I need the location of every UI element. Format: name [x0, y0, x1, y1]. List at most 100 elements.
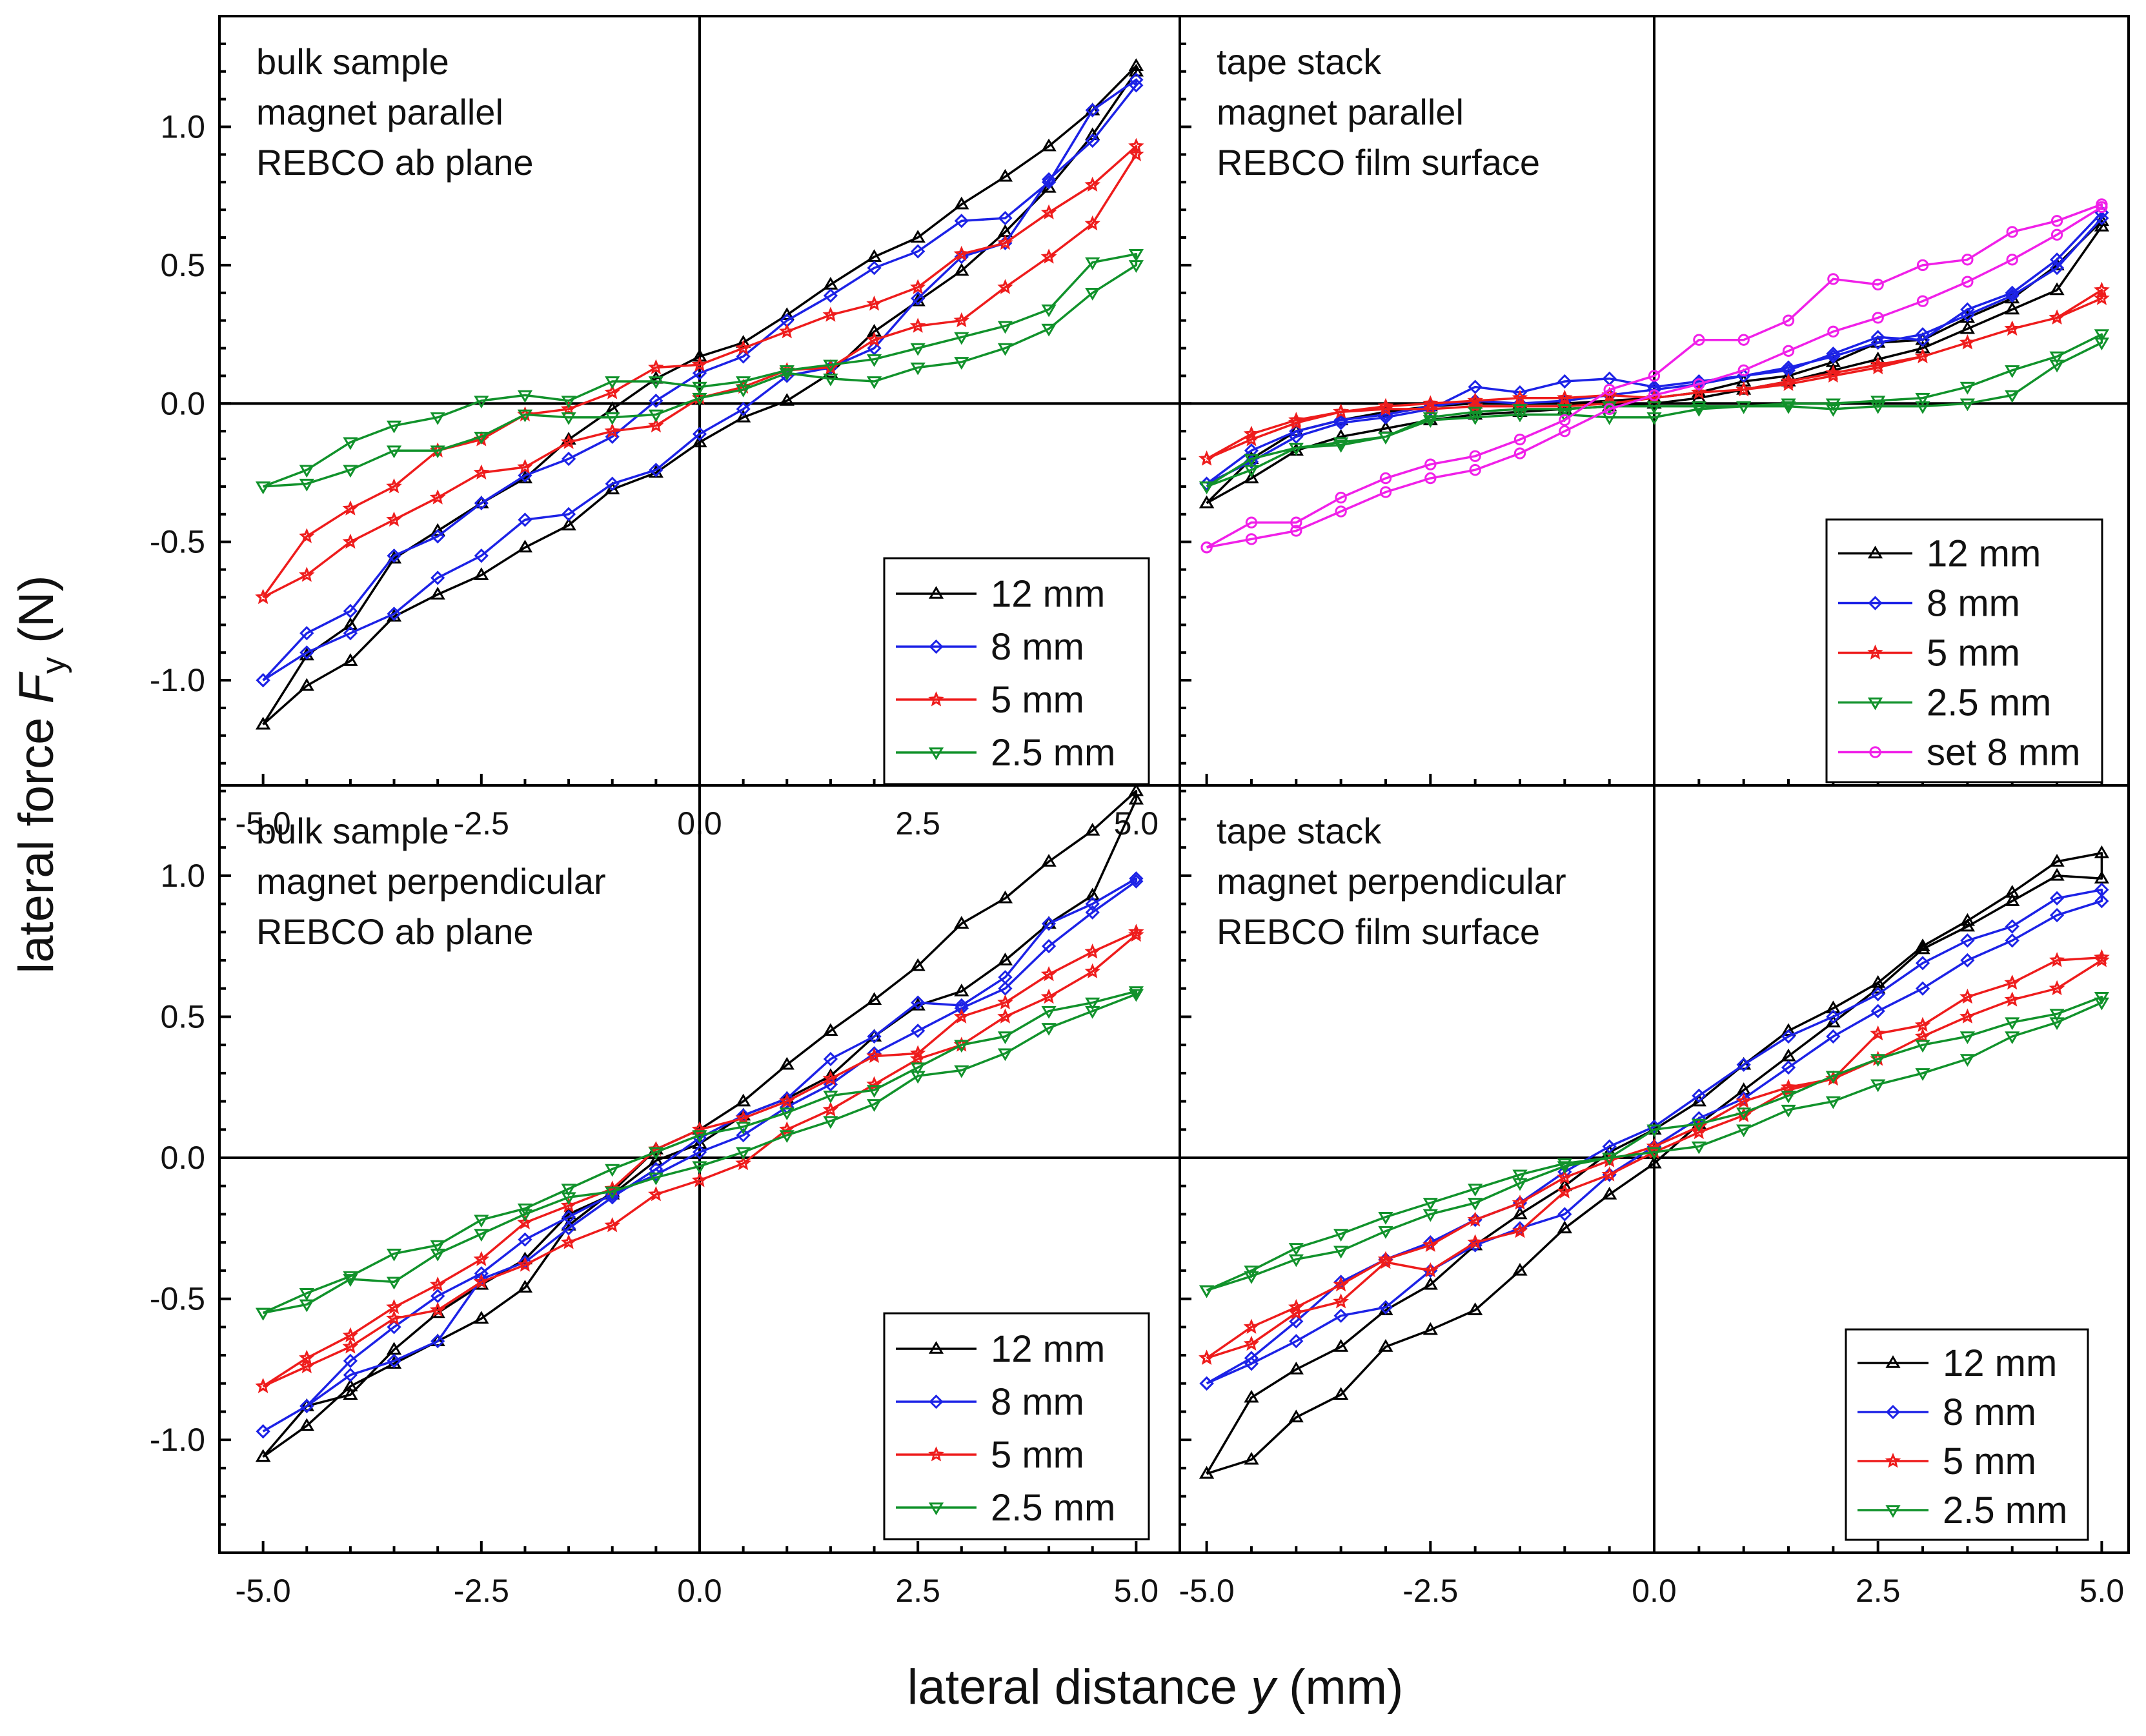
legend-label: 5 mm: [1943, 1440, 2036, 1482]
data-point: [1691, 384, 1707, 399]
data-point: [866, 331, 882, 347]
data-point: [2005, 1017, 2020, 1031]
data-point: [1646, 1155, 1662, 1169]
data-point: [692, 1161, 707, 1175]
data-point: [1736, 381, 1752, 397]
data-point: [605, 1186, 620, 1200]
data-point: [1288, 412, 1304, 427]
data-point: [779, 368, 795, 381]
data-point: [910, 958, 926, 971]
data-point: [387, 1320, 401, 1335]
data-point: [299, 528, 315, 543]
series-line: [262, 931, 1138, 1388]
legend-label: 12 mm: [991, 1328, 1105, 1370]
data-point: [2049, 309, 2065, 325]
data-point: [648, 417, 664, 433]
data-point: [2094, 882, 2109, 897]
data-point: [909, 1051, 926, 1066]
data-point: [1041, 323, 1057, 337]
x-tick-label: -2.5: [454, 805, 509, 842]
data-point: [474, 1229, 489, 1242]
data-point: [736, 409, 751, 423]
data-point: [1128, 58, 1144, 71]
data-point: [256, 672, 270, 688]
data-point: [342, 500, 359, 516]
data-point: [299, 1398, 314, 1413]
data-point: [867, 341, 882, 356]
data-point: [1084, 963, 1100, 978]
data-point: [2005, 919, 2019, 934]
data-point: [474, 1266, 489, 1281]
data-point: [1199, 1466, 1215, 1479]
data-point: [342, 533, 359, 549]
data-point: [1244, 1451, 1259, 1465]
data-point: [1333, 1387, 1349, 1400]
data-point: [997, 953, 1013, 965]
data-point: [1422, 1322, 1438, 1335]
data-point: [866, 1099, 882, 1112]
data-point: [648, 409, 663, 423]
panels: -1.0 -0.5 0.0 0.5 1.0 -5.0 -2.5 0.0 2.5 5.0 bulk s…: [150, 15, 2130, 1609]
x-tick-label: 0.0: [677, 1573, 722, 1609]
data-point: [1646, 1138, 1663, 1153]
data-point: [823, 359, 838, 373]
y-tick-label: 1.0: [160, 858, 205, 894]
data-point: [1959, 1054, 1976, 1067]
data-point: [1915, 1068, 1930, 1081]
data-point: [1872, 278, 1884, 291]
data-point: [561, 517, 576, 530]
data-point: [954, 214, 969, 228]
data-point: [299, 478, 314, 492]
data-point: [1691, 1118, 1706, 1132]
data-point: [1422, 1236, 1439, 1252]
data-point: [779, 1091, 795, 1104]
data-point: [1870, 975, 1886, 988]
data-point: [1333, 439, 1349, 453]
data-point: [779, 1121, 795, 1136]
y-tick-label: 0.5: [160, 247, 205, 283]
data-point: [1469, 464, 1481, 476]
data-point: [1377, 400, 1394, 416]
data-point: [1424, 472, 1437, 485]
legend-marker: [928, 1341, 944, 1354]
data-point: [1244, 454, 1259, 467]
data-point: [473, 464, 490, 480]
data-point: [823, 1116, 838, 1129]
data-point: [2049, 282, 2065, 296]
data-point: [1128, 989, 1144, 1002]
data-point: [1085, 822, 1100, 836]
data-point: [997, 321, 1013, 334]
x-tick-label: -5.0: [236, 1573, 291, 1609]
data-point: [2050, 228, 2063, 241]
data-point: [1244, 1389, 1259, 1403]
data-point: [998, 970, 1013, 985]
data-point: [429, 1302, 446, 1317]
data-point: [298, 1358, 315, 1374]
data-point: [1199, 1285, 1215, 1298]
legend-marker: [1885, 1404, 1901, 1420]
data-point: [1825, 398, 1841, 412]
data-point: [1378, 1226, 1393, 1239]
data-point: [822, 1101, 839, 1117]
series-line: [1206, 211, 2103, 485]
data-point: [1040, 966, 1057, 982]
data-point: [343, 626, 358, 641]
data-point: [866, 1029, 882, 1042]
data-point: [736, 1127, 751, 1143]
data-point: [1085, 887, 1100, 901]
legend-label: 2.5 mm: [991, 732, 1115, 774]
data-point: [1915, 327, 1930, 342]
data-point: [1512, 1195, 1528, 1210]
data-point: [2005, 390, 2020, 403]
data-point: [1422, 415, 1438, 428]
data-point: [605, 476, 620, 491]
data-point: [997, 1031, 1013, 1045]
data-point: [1040, 248, 1057, 264]
data-point: [2006, 254, 2018, 266]
data-point: [1128, 924, 1144, 939]
data-point: [822, 307, 839, 322]
data-point: [430, 1289, 445, 1304]
data-point: [649, 393, 663, 409]
data-point: [561, 1221, 576, 1236]
data-point: [2094, 210, 2109, 226]
